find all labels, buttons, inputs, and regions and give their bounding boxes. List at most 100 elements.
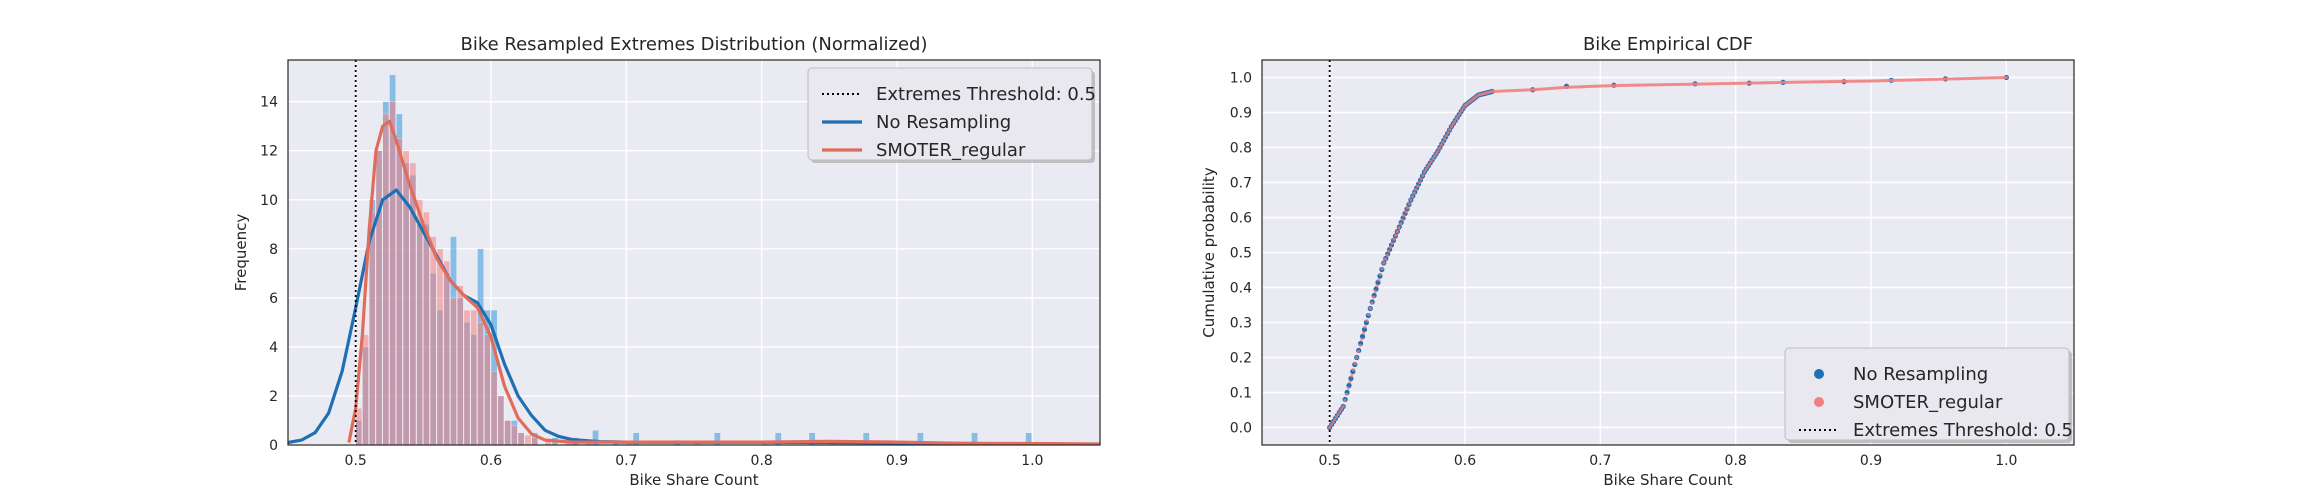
cdf-point-smoter-regular bbox=[1429, 159, 1433, 164]
cdf-point-smoter-regular bbox=[1350, 374, 1354, 378]
cdf-point-smoter-regular bbox=[1328, 425, 1332, 430]
dist-xtick-label: 0.5 bbox=[345, 453, 367, 469]
cdf-ylabel: Cumulative probability bbox=[1200, 167, 1218, 338]
cdf-point-smoter-regular bbox=[1346, 386, 1350, 390]
dist-xtick-label: 0.7 bbox=[615, 453, 637, 469]
dist-hist-bar-smoter-regular bbox=[409, 162, 417, 445]
dist-hist-bar-smoter-regular bbox=[368, 211, 376, 445]
dist-hist-bar-smoter-regular bbox=[463, 309, 471, 445]
dist-ytick-label: 12 bbox=[260, 144, 278, 160]
dist-hist-bar-smoter-regular bbox=[396, 138, 403, 445]
cdf-point-smoter-regular bbox=[1424, 167, 1428, 171]
dist-hist-bar-smoter-regular bbox=[375, 150, 383, 445]
dist-legend-label: Extremes Threshold: 0.5 bbox=[876, 84, 1096, 105]
cdf-point-smoter-regular bbox=[1427, 162, 1432, 166]
cdf-xtick-label: 0.7 bbox=[1589, 453, 1611, 469]
cdf-xtick-label: 0.6 bbox=[1454, 453, 1476, 469]
cdf-point-smoter-regular bbox=[1372, 295, 1376, 299]
cdf-point-smoter-regular bbox=[1397, 225, 1401, 230]
cdf-point-smoter-regular bbox=[1351, 368, 1355, 372]
dist-ytick-label: 14 bbox=[260, 95, 278, 111]
cdf-point-smoter-regular bbox=[1366, 313, 1371, 317]
dist-frame bbox=[287, 59, 1101, 446]
dist-hist-bar-smoter-regular bbox=[423, 211, 430, 445]
cdf-point-smoter-regular bbox=[1416, 184, 1420, 188]
cdf-point-smoter-regular bbox=[1443, 137, 1447, 141]
cdf-legend-marker bbox=[1814, 369, 1824, 379]
cdf-legend-marker bbox=[1814, 397, 1824, 407]
dist-hist-bar-smoter-regular bbox=[450, 297, 457, 445]
cdf-point-smoter-regular bbox=[1361, 331, 1366, 335]
cdf-point-smoter-regular bbox=[1373, 289, 1377, 294]
cdf-point-smoter-regular bbox=[1358, 343, 1362, 347]
dist-hist-bar-smoter-regular bbox=[531, 437, 539, 445]
cdf-point-smoter-regular bbox=[1390, 241, 1394, 245]
cdf-point-smoter-regular bbox=[1334, 415, 1339, 419]
cdf-point-smoter-regular bbox=[1460, 109, 1464, 113]
cdf-point-smoter-regular bbox=[1432, 154, 1437, 158]
cdf-point-smoter-regular bbox=[1446, 131, 1450, 135]
cdf-point-smoter-regular bbox=[1388, 245, 1393, 249]
dist-hist-bar-smoter-regular bbox=[429, 236, 437, 445]
cdf-point-smoter-regular bbox=[1363, 325, 1367, 329]
cdf-marks bbox=[1327, 60, 2009, 445]
cdf-ytick-label: 0.2 bbox=[1230, 351, 1252, 367]
dist-hist-bar-no-resampling bbox=[632, 432, 640, 445]
cdf-ytick-label: 0.3 bbox=[1230, 316, 1252, 332]
cdf-point-smoter-regular bbox=[1399, 222, 1403, 226]
dist-hist-bar-smoter-regular bbox=[456, 285, 464, 445]
cdf-point-smoter-regular bbox=[1444, 134, 1448, 138]
cdf-ytick-label: 0.9 bbox=[1230, 106, 1252, 122]
cdf-point-smoter-regular bbox=[1383, 257, 1388, 261]
cdf-point-smoter-regular bbox=[1436, 149, 1440, 153]
cdf-point-smoter-regular bbox=[1407, 202, 1411, 206]
cdf-point-smoter-regular bbox=[1412, 191, 1416, 195]
cdf-point-smoter-regular bbox=[1378, 272, 1383, 276]
cdf-point-smoter-regular bbox=[1336, 412, 1340, 416]
cdf-point-smoter-regular bbox=[1341, 404, 1345, 409]
dist-hist-bar-no-resampling bbox=[714, 432, 721, 445]
dist-ytick-label: 10 bbox=[260, 193, 278, 209]
cdf-point-smoter-regular bbox=[1394, 233, 1398, 238]
cdf-point-smoter-regular bbox=[1434, 152, 1438, 156]
cdf-ytick-label: 0.4 bbox=[1230, 281, 1252, 297]
cdf-point-smoter-regular bbox=[1338, 410, 1342, 414]
cdf-ytick-label: 0.1 bbox=[1230, 386, 1252, 402]
cdf-point-smoter-regular bbox=[1439, 143, 1443, 147]
cdf-legend bbox=[1784, 347, 2070, 441]
cdf-point-smoter-regular bbox=[1400, 218, 1405, 222]
cdf-point-smoter-regular bbox=[1339, 407, 1344, 411]
cdf-point-smoter-regular bbox=[1409, 198, 1413, 202]
cdf-point-smoter-regular bbox=[1431, 157, 1435, 161]
cdf-legend-label: SMOTER_regular bbox=[1853, 392, 2003, 413]
cdf-legend-label: Extremes Threshold: 0.5 bbox=[1853, 420, 2073, 441]
cdf-point-smoter-regular bbox=[1422, 170, 1426, 174]
cdf-point-smoter-regular bbox=[1375, 284, 1379, 288]
cdf-point-smoter-regular bbox=[1419, 177, 1423, 181]
cdf-point-smoter-regular bbox=[1348, 380, 1352, 384]
dist-xlabel: Bike Share Count bbox=[629, 471, 758, 489]
cdf-point-smoter-regular bbox=[1441, 140, 1445, 144]
dist-hist-bar-smoter-regular bbox=[497, 395, 505, 445]
dist-hist-bar-smoter-regular bbox=[517, 432, 525, 445]
cdf-point-smoter-regular bbox=[1402, 214, 1406, 218]
dist-hist-bar-no-resampling bbox=[1025, 432, 1032, 445]
dist-hist-bar-smoter-regular bbox=[470, 309, 478, 445]
cdf-point-smoter-regular bbox=[1356, 349, 1361, 353]
dist-legend bbox=[807, 67, 1093, 161]
cdf-point-smoter-regular bbox=[1329, 423, 1333, 427]
dist-ytick-label: 0 bbox=[269, 438, 278, 454]
cdf-xtick-label: 1.0 bbox=[1995, 453, 2017, 469]
cdf-point-smoter-regular bbox=[1368, 306, 1372, 311]
cdf-point-smoter-regular bbox=[1343, 398, 1347, 402]
cdf-point-smoter-regular bbox=[1410, 194, 1415, 199]
cdf-point-smoter-regular bbox=[1456, 114, 1460, 118]
cdf-point-smoter-regular bbox=[1404, 210, 1408, 214]
dist-ytick-label: 8 bbox=[269, 242, 278, 258]
cdf-chart: 0.5 0.6 0.7 0.8 0.9 1.0 0.0 0.1 0.2 0.3 0.4 0.5 0.6 0… bbox=[1200, 34, 2075, 489]
cdf-point-smoter-regular bbox=[1417, 180, 1421, 185]
cdf-point-smoter-regular bbox=[1449, 124, 1454, 129]
dist-ytick-label: 2 bbox=[269, 389, 278, 405]
dist-title: Bike Resampled Extremes Distribution (No… bbox=[460, 34, 927, 55]
